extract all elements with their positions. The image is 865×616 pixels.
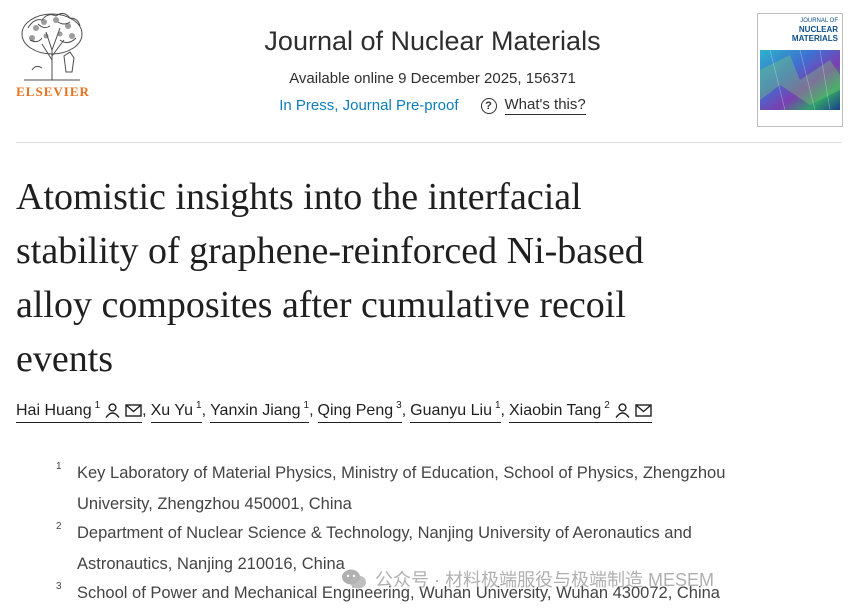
author-link[interactable]: Hai Huang 1	[16, 400, 143, 423]
author-name: Guanyu Liu	[410, 402, 492, 419]
person-icon	[104, 403, 121, 418]
author-link[interactable]: Xu Yu 1	[150, 400, 202, 423]
status-row: In Press, Journal Pre-proof ? What's thi…	[0, 96, 865, 115]
journal-title[interactable]: Journal of Nuclear Materials	[264, 26, 601, 56]
author-link[interactable]: Qing Peng 3	[317, 400, 402, 423]
affiliation-line: Key Laboratory of Material Physics, Mini…	[77, 464, 726, 482]
affiliation-ref: 2	[604, 400, 610, 411]
author-link[interactable]: Xiaobin Tang 2	[509, 400, 652, 423]
affiliation-ref: 3	[396, 400, 402, 411]
affiliation-number: 3	[56, 581, 62, 592]
author-link[interactable]: Yanxin Jiang 1	[210, 400, 310, 423]
title-line: alloy composites after cumulative recoil	[16, 284, 626, 326]
author-link[interactable]: Guanyu Liu 1	[410, 400, 501, 423]
affiliation-number: 2	[56, 521, 62, 532]
author-name: Hai Huang	[16, 402, 92, 419]
mail-icon	[125, 403, 142, 418]
whats-this-link[interactable]: ? What's this?	[480, 96, 586, 115]
whats-this-label: What's this?	[504, 96, 586, 115]
title-line: events	[16, 338, 114, 380]
article-title: Atomistic insights into the interfacial …	[16, 170, 836, 386]
author-name: Qing Peng	[317, 402, 394, 419]
author-name: Xu Yu	[150, 402, 194, 419]
person-icon	[614, 403, 631, 418]
affiliation-line: University, Zhengzhou 450001, China	[77, 495, 352, 513]
journal-cover[interactable]: JOURNAL OF NUCLEAR MATERIALS	[757, 13, 843, 127]
header-divider	[16, 142, 842, 143]
author-name: Xiaobin Tang	[509, 402, 602, 419]
affiliation-line: Astronautics, Nanjing 210016, China	[77, 555, 345, 573]
affiliation-line: Department of Nuclear Science & Technolo…	[77, 524, 692, 542]
in-press-label: In Press, Journal Pre-proof	[279, 97, 459, 114]
elsevier-logo[interactable]: ELSEVIER	[14, 10, 92, 100]
author-list: Hai Huang 1 , Xu Yu 1 , Yanxin Jiang 1 ,…	[16, 400, 652, 423]
affiliation-number: 1	[56, 461, 62, 472]
title-line: stability of graphene-reinforced Ni-base…	[16, 230, 644, 272]
affiliation-ref: 1	[94, 400, 101, 411]
publisher-wordmark: ELSEVIER	[16, 84, 90, 99]
author-name: Yanxin Jiang	[210, 402, 301, 419]
watermark-text: 公众号 · 材料极端服役与极端制造 MESEM	[375, 570, 715, 590]
watermark: 公众号 · 材料极端服役与极端制造 MESEM	[341, 566, 714, 592]
tree-logo-icon	[15, 11, 91, 81]
cover-line-2: NUCLEAR MATERIALS	[791, 25, 838, 43]
affiliation-ref: 1	[303, 400, 310, 411]
cover-image	[760, 50, 840, 110]
title-line: Atomistic insights into the interfacial	[16, 176, 582, 218]
affiliation-line: School of Power and Mechanical Engineeri…	[77, 584, 720, 602]
wechat-icon	[342, 569, 366, 589]
question-icon: ?	[480, 97, 497, 114]
available-online: Available online 9 December 2025, 156371	[289, 70, 576, 87]
affiliation-ref: 1	[196, 400, 202, 411]
affiliation-ref: 1	[494, 400, 501, 411]
cover-line-1: JOURNAL OF	[800, 18, 838, 24]
mail-icon	[635, 403, 652, 418]
